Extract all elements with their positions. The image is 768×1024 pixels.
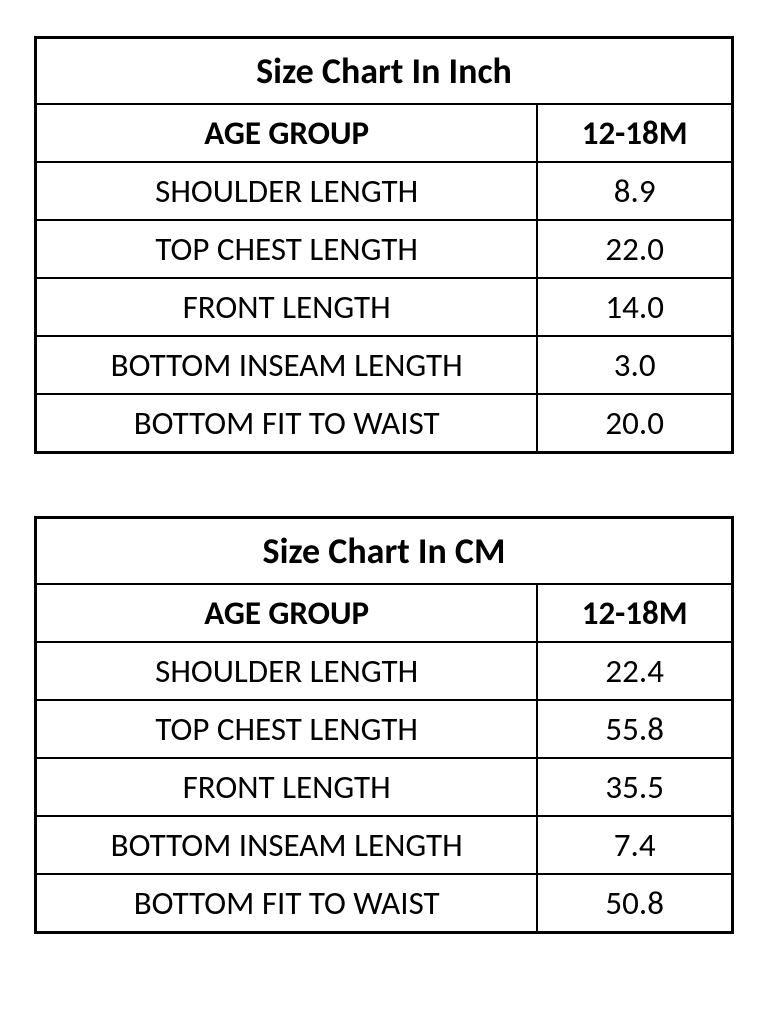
row-label: SHOULDER LENGTH [36, 642, 538, 700]
table-row: BOTTOM INSEAM LENGTH 7.4 [36, 816, 733, 874]
header-value: 12-18M [537, 104, 732, 162]
row-label: TOP CHEST LENGTH [36, 220, 538, 278]
table-row: FRONT LENGTH 35.5 [36, 758, 733, 816]
header-value: 12-18M [537, 584, 732, 642]
row-value: 20.0 [537, 394, 732, 453]
chart-title: Size Chart In CM [36, 518, 733, 585]
row-value: 35.5 [537, 758, 732, 816]
table-row: BOTTOM FIT TO WAIST 50.8 [36, 874, 733, 933]
table-row: BOTTOM INSEAM LENGTH 3.0 [36, 336, 733, 394]
row-label: BOTTOM FIT TO WAIST [36, 394, 538, 453]
row-label: SHOULDER LENGTH [36, 162, 538, 220]
header-label: AGE GROUP [36, 104, 538, 162]
row-value: 14.0 [537, 278, 732, 336]
row-value: 55.8 [537, 700, 732, 758]
row-value: 7.4 [537, 816, 732, 874]
table-row: TOP CHEST LENGTH 55.8 [36, 700, 733, 758]
size-chart-cm: Size Chart In CM AGE GROUP 12-18M SHOULD… [34, 516, 734, 934]
row-value: 3.0 [537, 336, 732, 394]
row-label: FRONT LENGTH [36, 758, 538, 816]
size-chart-inch: Size Chart In Inch AGE GROUP 12-18M SHOU… [34, 36, 734, 454]
row-label: FRONT LENGTH [36, 278, 538, 336]
table-row: BOTTOM FIT TO WAIST 20.0 [36, 394, 733, 453]
row-value: 22.0 [537, 220, 732, 278]
table-row: FRONT LENGTH 14.0 [36, 278, 733, 336]
row-value: 22.4 [537, 642, 732, 700]
header-label: AGE GROUP [36, 584, 538, 642]
table-row: SHOULDER LENGTH 22.4 [36, 642, 733, 700]
chart-title: Size Chart In Inch [36, 38, 733, 105]
table-row: SHOULDER LENGTH 8.9 [36, 162, 733, 220]
row-label: BOTTOM INSEAM LENGTH [36, 336, 538, 394]
row-value: 8.9 [537, 162, 732, 220]
row-value: 50.8 [537, 874, 732, 933]
table-row: TOP CHEST LENGTH 22.0 [36, 220, 733, 278]
row-label: TOP CHEST LENGTH [36, 700, 538, 758]
row-label: BOTTOM INSEAM LENGTH [36, 816, 538, 874]
row-label: BOTTOM FIT TO WAIST [36, 874, 538, 933]
